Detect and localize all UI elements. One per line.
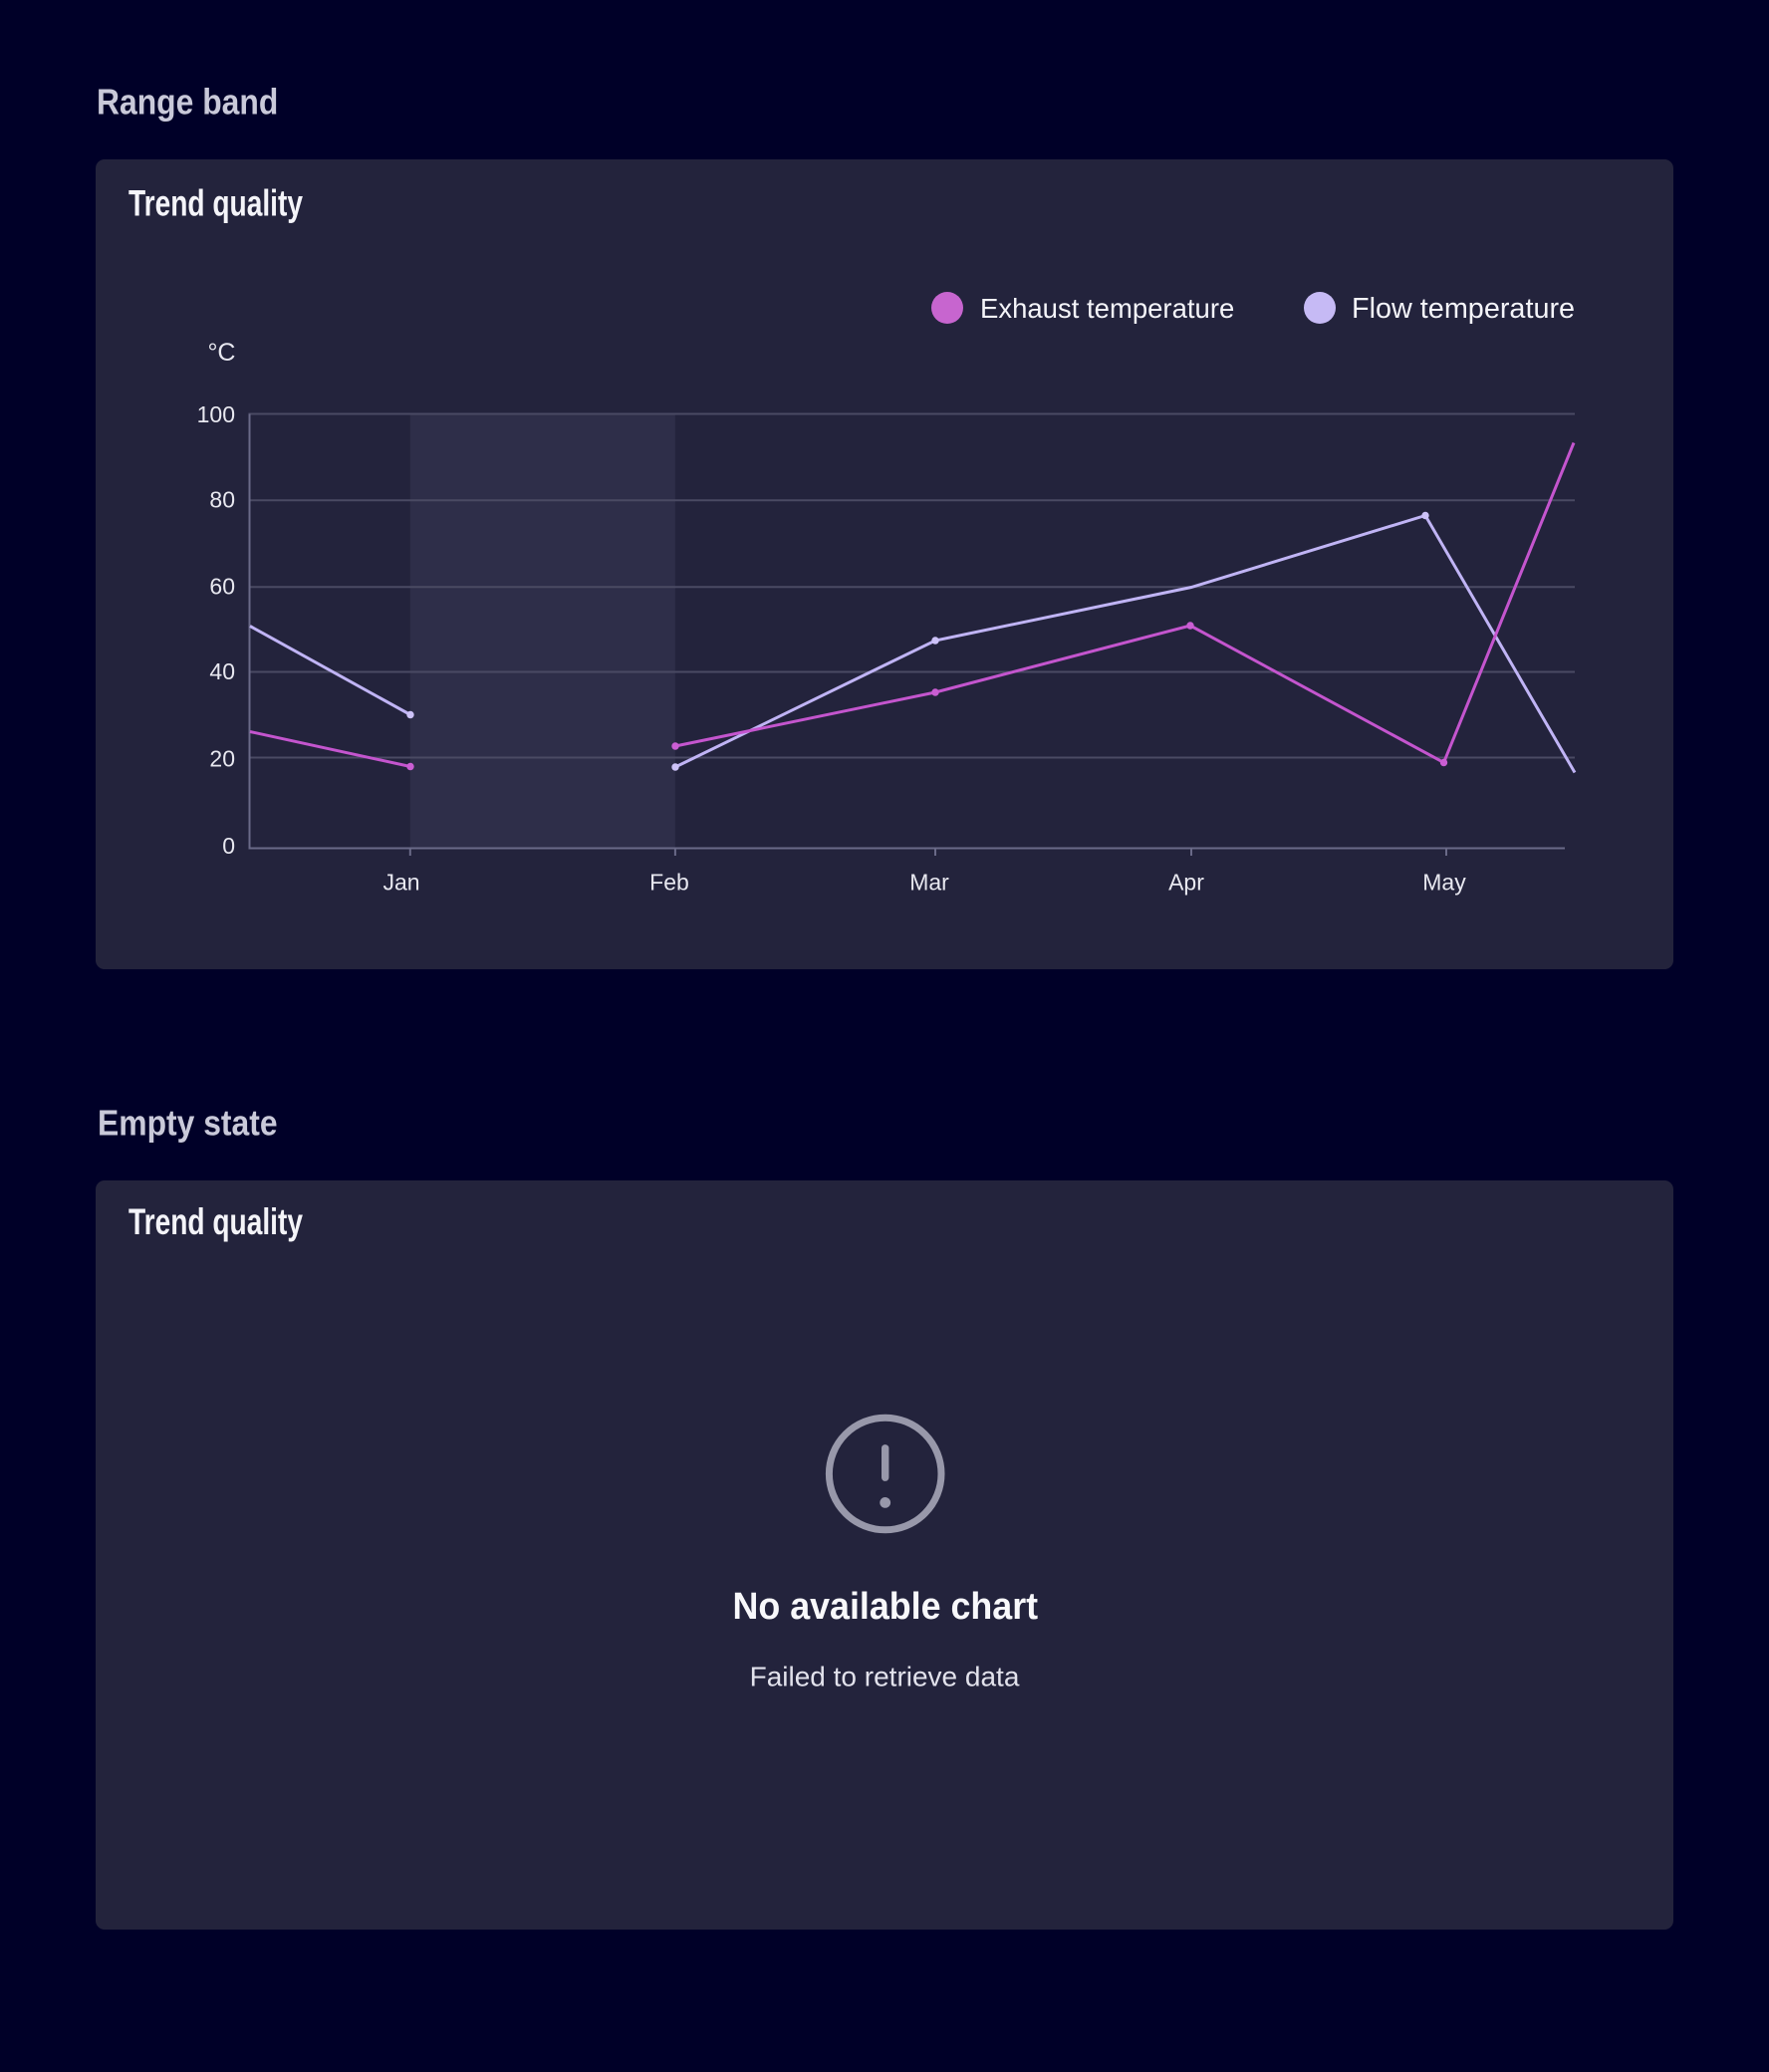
svg-text:40: 40 (209, 658, 235, 684)
svg-text:May: May (1422, 870, 1466, 896)
svg-text:100: 100 (197, 401, 235, 427)
svg-text:Empty state: Empty state (98, 1104, 278, 1144)
svg-text:Trend quality: Trend quality (128, 1200, 304, 1242)
svg-text:No available chart: No available chart (732, 1585, 1038, 1627)
svg-text:Exhaust temperature: Exhaust temperature (980, 293, 1234, 324)
svg-text:Range band: Range band (97, 83, 278, 123)
svg-text:0: 0 (222, 833, 235, 859)
svg-text:Apr: Apr (1168, 870, 1204, 896)
svg-text:°C: °C (207, 339, 235, 367)
svg-text:Feb: Feb (649, 870, 689, 896)
svg-text:80: 80 (209, 487, 235, 513)
svg-text:Trend quality: Trend quality (128, 182, 304, 224)
svg-text:Flow temperature: Flow temperature (1352, 293, 1575, 325)
svg-text:60: 60 (209, 574, 235, 600)
svg-text:Jan: Jan (382, 870, 419, 896)
svg-text:20: 20 (209, 745, 235, 771)
svg-text:Failed to retrieve data: Failed to retrieve data (750, 1661, 1020, 1691)
svg-text:Mar: Mar (909, 870, 949, 896)
